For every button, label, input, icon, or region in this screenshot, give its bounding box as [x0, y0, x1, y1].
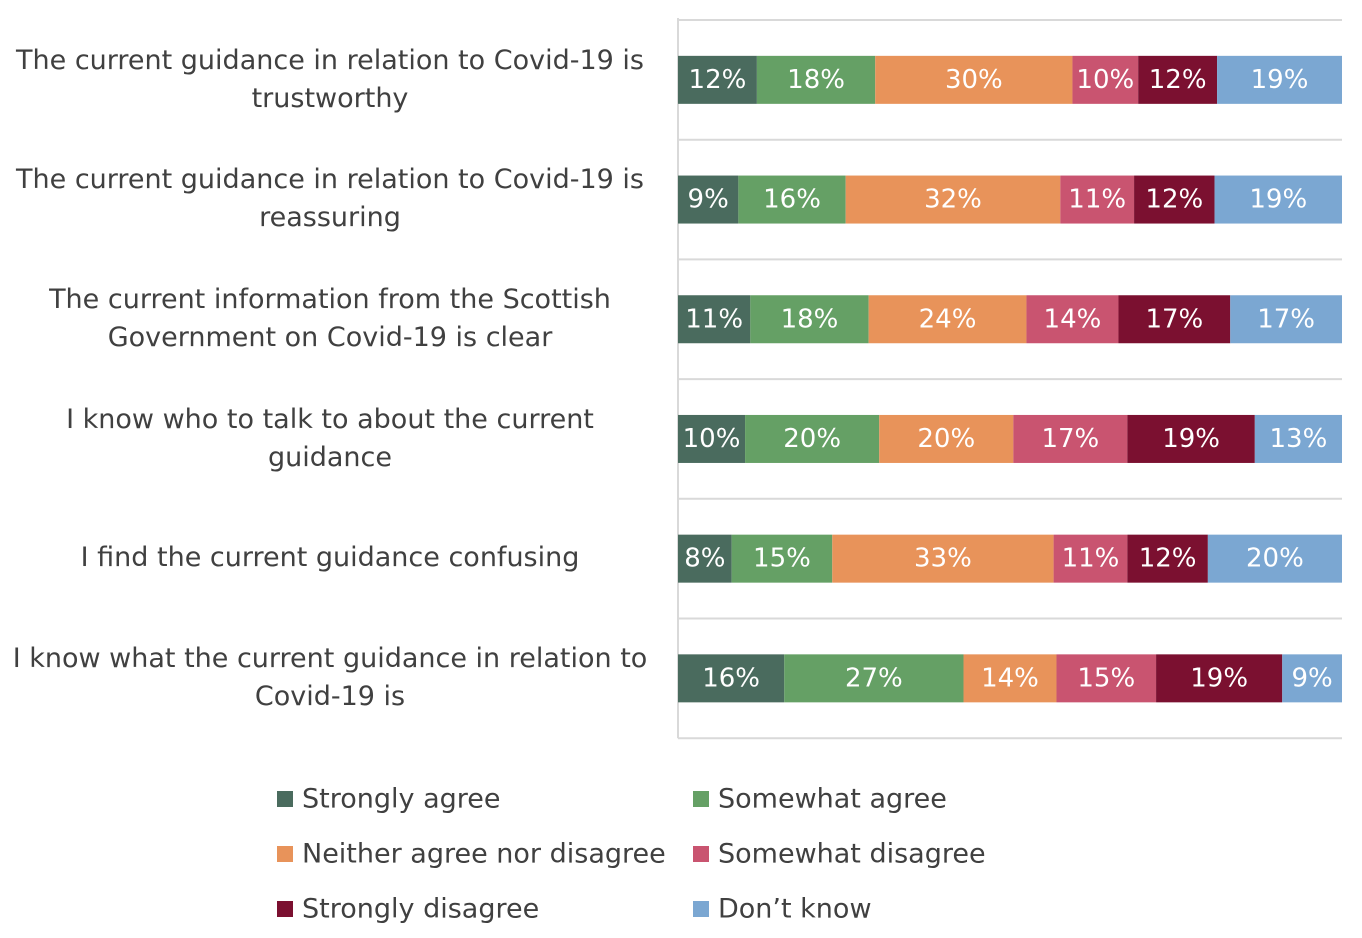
value-label: 33% — [914, 544, 972, 574]
legend-label: Neither agree nor disagree — [302, 839, 666, 870]
value-label: 12% — [1149, 65, 1207, 95]
value-label: 8% — [684, 544, 725, 574]
value-label: 13% — [1270, 424, 1328, 454]
value-label: 17% — [1145, 304, 1203, 334]
legend-swatch — [693, 791, 709, 807]
value-label: 17% — [1041, 424, 1099, 454]
bar-segment — [875, 55, 1073, 104]
bar-segment — [678, 654, 785, 703]
bar-segment — [1134, 175, 1215, 224]
value-label: 12% — [689, 65, 747, 95]
value-label: 11% — [685, 304, 743, 334]
legend-label: Somewhat agree — [718, 784, 947, 815]
bar-segment — [1026, 295, 1119, 344]
value-label: 10% — [1076, 65, 1134, 95]
bar-segment — [963, 654, 1057, 703]
bar-segment — [1217, 55, 1342, 104]
bar-segment — [868, 295, 1027, 344]
bar-segment — [678, 175, 739, 224]
value-label: 24% — [919, 304, 977, 334]
bar-segment — [1254, 414, 1342, 463]
legend-label: Strongly agree — [302, 784, 500, 815]
value-label: 30% — [945, 65, 1003, 95]
bar-segment — [1127, 414, 1255, 463]
bar-segment — [1214, 175, 1342, 224]
bar-segment — [1127, 534, 1208, 583]
bar-segment — [678, 55, 757, 104]
bar-segment — [1138, 55, 1218, 104]
bar-segment — [1207, 534, 1342, 583]
category-label: The current guidance in relation to Covi… — [16, 44, 644, 114]
value-label: 19% — [1162, 424, 1220, 454]
bar-segment — [1230, 295, 1342, 344]
bar-segment — [1053, 534, 1128, 583]
legend-swatch — [693, 846, 709, 862]
value-label: 16% — [763, 185, 821, 215]
category-label: The current information from the Scottis… — [49, 283, 611, 353]
category-label: I know what the current guidance in rela… — [12, 643, 648, 712]
bar-segment — [1118, 295, 1231, 344]
legend-swatch — [277, 846, 293, 862]
value-label: 12% — [1139, 544, 1197, 574]
bar-segment — [678, 534, 732, 583]
value-label: 14% — [1044, 304, 1102, 334]
bar-segment — [832, 534, 1054, 583]
category-label: I know who to talk to about the current … — [66, 403, 594, 473]
value-label: 9% — [1291, 663, 1332, 693]
bar-segment — [750, 295, 869, 344]
bar-segment — [1156, 654, 1283, 703]
value-label: 20% — [783, 424, 841, 454]
bar-segment — [678, 414, 746, 463]
value-label: 18% — [787, 65, 845, 95]
legend-label: Somewhat disagree — [718, 839, 986, 870]
bar-segment — [845, 175, 1061, 224]
category-label: The current guidance in relation to Covi… — [16, 164, 644, 234]
bar-segment — [1060, 175, 1135, 224]
legend-swatch — [693, 901, 709, 917]
category-label: I find the current guidance confusing — [80, 542, 580, 574]
bar-segment — [756, 55, 876, 104]
value-label: 12% — [1145, 185, 1203, 215]
value-label: 27% — [845, 663, 903, 693]
bar-segment — [784, 654, 964, 703]
value-label: 10% — [683, 424, 741, 454]
bar-segment — [1056, 654, 1157, 703]
value-label: 15% — [753, 544, 811, 574]
legend-swatch — [277, 901, 293, 917]
legend-label: Strongly disagree — [302, 894, 539, 925]
value-label: 17% — [1257, 304, 1315, 334]
value-label: 11% — [1062, 544, 1120, 574]
value-label: 15% — [1077, 663, 1135, 693]
value-label: 16% — [702, 663, 760, 693]
value-label: 9% — [688, 185, 729, 215]
value-label: 19% — [1190, 663, 1248, 693]
value-label: 18% — [781, 304, 839, 334]
bar-segment — [745, 414, 880, 463]
bar-segment — [678, 295, 751, 344]
legend-label: Don’t know — [718, 894, 872, 925]
value-label: 20% — [917, 424, 975, 454]
value-label: 32% — [924, 185, 982, 215]
value-label: 11% — [1068, 185, 1126, 215]
bar-segment — [1013, 414, 1128, 463]
bar-segment — [1072, 55, 1139, 104]
value-label: 14% — [981, 663, 1039, 693]
bar-segment — [738, 175, 846, 224]
value-label: 19% — [1249, 185, 1307, 215]
value-label: 19% — [1251, 65, 1309, 95]
bar-segment — [1282, 654, 1342, 703]
legend-swatch — [277, 791, 293, 807]
bar-segment — [879, 414, 1014, 463]
value-label: 20% — [1246, 544, 1304, 574]
bar-segment — [731, 534, 833, 583]
